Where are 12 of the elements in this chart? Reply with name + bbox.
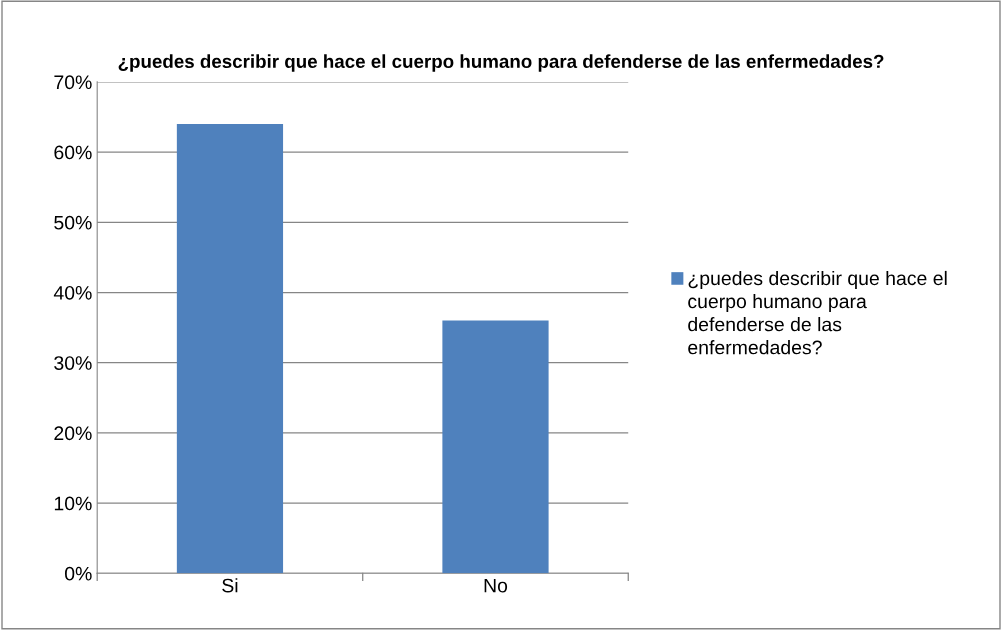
y-tick-label: 50% xyxy=(54,215,92,230)
y-tick-label: 20% xyxy=(54,426,92,441)
chart-title: ¿puedes describir que hace el cuerpo humano para defenderse de las enfermedades? xyxy=(118,54,884,72)
y-tick-label: 10% xyxy=(54,496,92,511)
y-tick-label: 0% xyxy=(64,566,92,581)
legend-label: ¿puedes describir que hace el cuerpo humano para defenderse de las enfermedades? xyxy=(688,270,947,355)
x-tick-label: Si xyxy=(222,578,238,593)
y-tick-label: 70% xyxy=(54,75,92,90)
y-tick-label: 40% xyxy=(53,285,92,300)
y-tick-label: 60% xyxy=(54,145,92,160)
y-tick-label: 30% xyxy=(54,356,92,370)
x-tick-label: No xyxy=(484,578,508,593)
